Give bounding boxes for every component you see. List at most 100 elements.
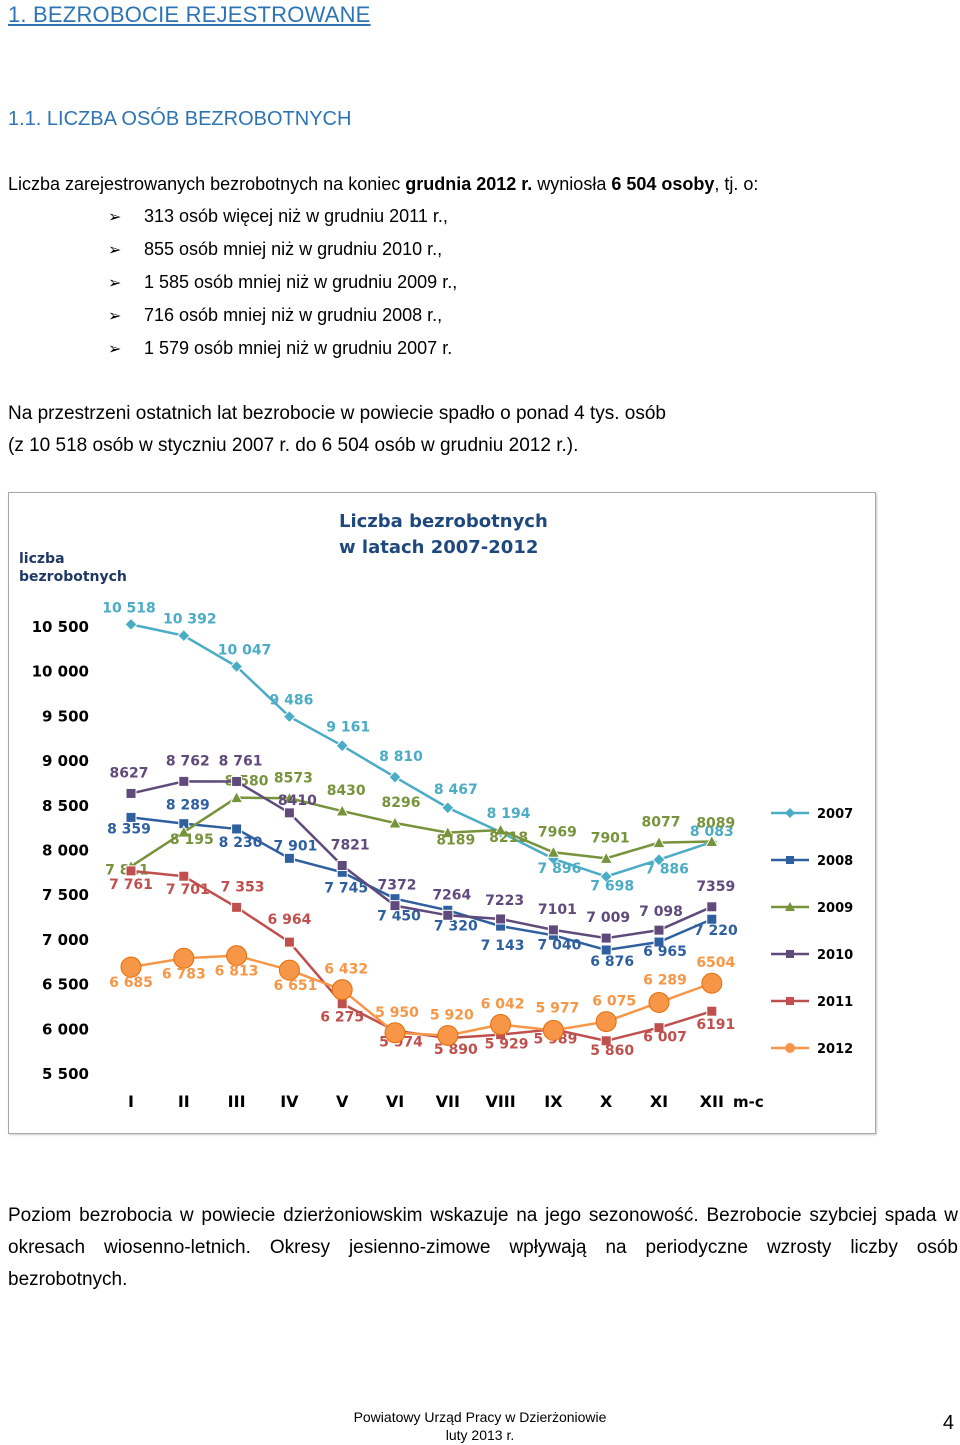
unemployment-line-chart: Liczba bezrobotnych w latach 2007-2012 l…: [19, 511, 853, 1111]
data-point-2012: [542, 1019, 564, 1041]
data-label-2009: 8189: [436, 833, 475, 849]
data-label-2012: 6 042: [481, 997, 525, 1013]
data-label-2008: 6 965: [643, 944, 687, 960]
data-label-2008: 7 745: [324, 880, 368, 896]
y-tick-label: 10 000: [32, 663, 89, 681]
intro-text: Liczba zarejestrowanych bezrobotnych na …: [8, 174, 406, 194]
x-tick-label: IV: [280, 1092, 299, 1111]
data-point-2010: [653, 924, 665, 936]
data-point-2012: [331, 979, 353, 1001]
summary-paragraph: Na przestrzeni ostatnich lat bezrobocie …: [8, 398, 666, 462]
intro-bold-count: 6 504 osoby: [611, 174, 715, 194]
data-label-2009: 8077: [642, 815, 681, 831]
x-axis-label: m-c: [733, 1093, 764, 1111]
y-tick-label: 6 500: [42, 976, 89, 994]
arrow-bullet-icon: ➢: [108, 209, 122, 226]
data-point-2008: [600, 944, 612, 956]
x-tick-label: III: [228, 1092, 246, 1111]
series-line-2010: [130, 780, 713, 940]
data-label-2012: 6 783: [162, 966, 206, 982]
data-point-2009: [335, 804, 350, 817]
intro-bold-date: grudnia 2012 r.: [405, 174, 533, 194]
data-label-2010: 8 762: [166, 753, 210, 769]
closing-paragraph: Poziom bezrobocia w powiecie dzierżoniow…: [8, 1205, 958, 1290]
data-label-2012: 6 685: [109, 975, 153, 991]
chart-title: w latach 2007-2012: [339, 537, 538, 558]
data-label-2007: 7 698: [590, 878, 634, 894]
data-label-2007: 8 083: [690, 824, 734, 840]
data-point-2011: [706, 1005, 718, 1017]
data-point-2007: [335, 738, 349, 753]
data-label-2010: 8410: [278, 793, 317, 809]
summary-line: (z 10 518 osób w styczniu 2007 r. do 6 5…: [8, 435, 579, 456]
data-point-2012: [384, 1022, 406, 1044]
data-point-2007: [124, 617, 138, 632]
chart-title: Liczba bezrobotnych: [339, 511, 548, 532]
intro-text-mid: wyniosła: [532, 174, 612, 194]
data-label-2012: 6 813: [215, 964, 259, 980]
y-tick-label: 8 500: [42, 797, 89, 815]
data-point-2009: [282, 791, 297, 804]
data-point-2007: [652, 852, 666, 867]
bullet-item: ➢ 1 585 osób mniej niż w grudniu 2009 r.,: [108, 270, 457, 296]
data-point-2009: [652, 835, 666, 849]
y-axis-label: bezrobotnych: [19, 569, 127, 585]
x-tick-label: VI: [386, 1092, 404, 1111]
data-point-2010: [178, 775, 190, 787]
intro-paragraph: Liczba zarejestrowanych bezrobotnych na …: [8, 172, 758, 196]
data-label-2008: 8 359: [107, 821, 151, 837]
bullet-text: 313 osób więcej niż w grudniu 2011 r.,: [144, 206, 448, 226]
data-point-2007: [599, 869, 613, 884]
y-tick-label: 9 500: [42, 707, 89, 725]
data-label-2007: 10 047: [218, 642, 272, 658]
arrow-bullet-icon: ➢: [108, 275, 122, 292]
data-label-2012: 5 950: [375, 1005, 419, 1021]
data-label-2007: 10 518: [102, 600, 156, 616]
data-point-2012: [490, 1014, 512, 1036]
legend-label-2009: 2009: [817, 901, 853, 916]
data-point-2011: [125, 865, 137, 877]
data-label-2011: 5 860: [590, 1043, 634, 1059]
data-label-2011: 7 701: [166, 882, 210, 898]
intro-text-end: , tj. o:: [714, 174, 759, 194]
data-point-2007: [388, 770, 402, 784]
data-point-2011: [336, 998, 348, 1010]
data-label-2009: 8218: [489, 830, 528, 846]
data-label-2008: 6 876: [590, 954, 634, 970]
data-point-2007: [177, 628, 191, 643]
data-label-2011: 5 929: [485, 1037, 529, 1053]
data-label-2008: 8 289: [166, 798, 210, 814]
x-tick-label: VIII: [485, 1092, 515, 1111]
data-label-2010: 7264: [432, 887, 471, 903]
data-point-2010: [389, 900, 401, 912]
subsection-heading: 1.1. LICZBA OSÓB BEZROBOTNYCH: [8, 108, 352, 130]
data-point-2009: [388, 815, 402, 829]
data-point-2008: [653, 936, 665, 948]
chart-container: Liczba bezrobotnych w latach 2007-2012 l…: [8, 492, 876, 1134]
data-point-2010: [125, 787, 137, 799]
data-point-2008: [706, 913, 718, 925]
data-label-2007: 7 886: [645, 862, 689, 878]
data-label-2009: 8 195: [170, 832, 214, 848]
data-point-2009: [546, 845, 561, 858]
legend-label-2010: 2010: [817, 948, 853, 963]
data-label-2008: 8 230: [219, 835, 263, 851]
y-tick-label: 9 000: [42, 752, 89, 770]
legend-marker-2011: [786, 997, 794, 1005]
y-tick-label: 5 500: [42, 1065, 89, 1083]
x-tick-label: VII: [436, 1092, 460, 1111]
data-label-2010: 7 098: [639, 904, 683, 920]
legend-marker-2008: [786, 856, 794, 864]
data-label-2010: 8 761: [219, 753, 263, 769]
footer-date: luty 2013 r.: [445, 1427, 515, 1443]
data-point-2010: [600, 932, 612, 944]
bullet-text: 1 585 osób mniej niż w grudniu 2009 r.,: [144, 272, 458, 292]
data-label-2011: 6 275: [320, 1010, 364, 1026]
data-label-2010: 7 009: [586, 910, 630, 926]
data-point-2012: [648, 991, 670, 1013]
x-tick-label: IX: [544, 1092, 563, 1111]
data-point-2008: [125, 811, 137, 823]
data-point-2011: [231, 901, 243, 913]
data-point-2010: [231, 775, 243, 787]
bullet-item: ➢ 716 osób mniej niż w grudniu 2008 r.,: [108, 303, 442, 329]
